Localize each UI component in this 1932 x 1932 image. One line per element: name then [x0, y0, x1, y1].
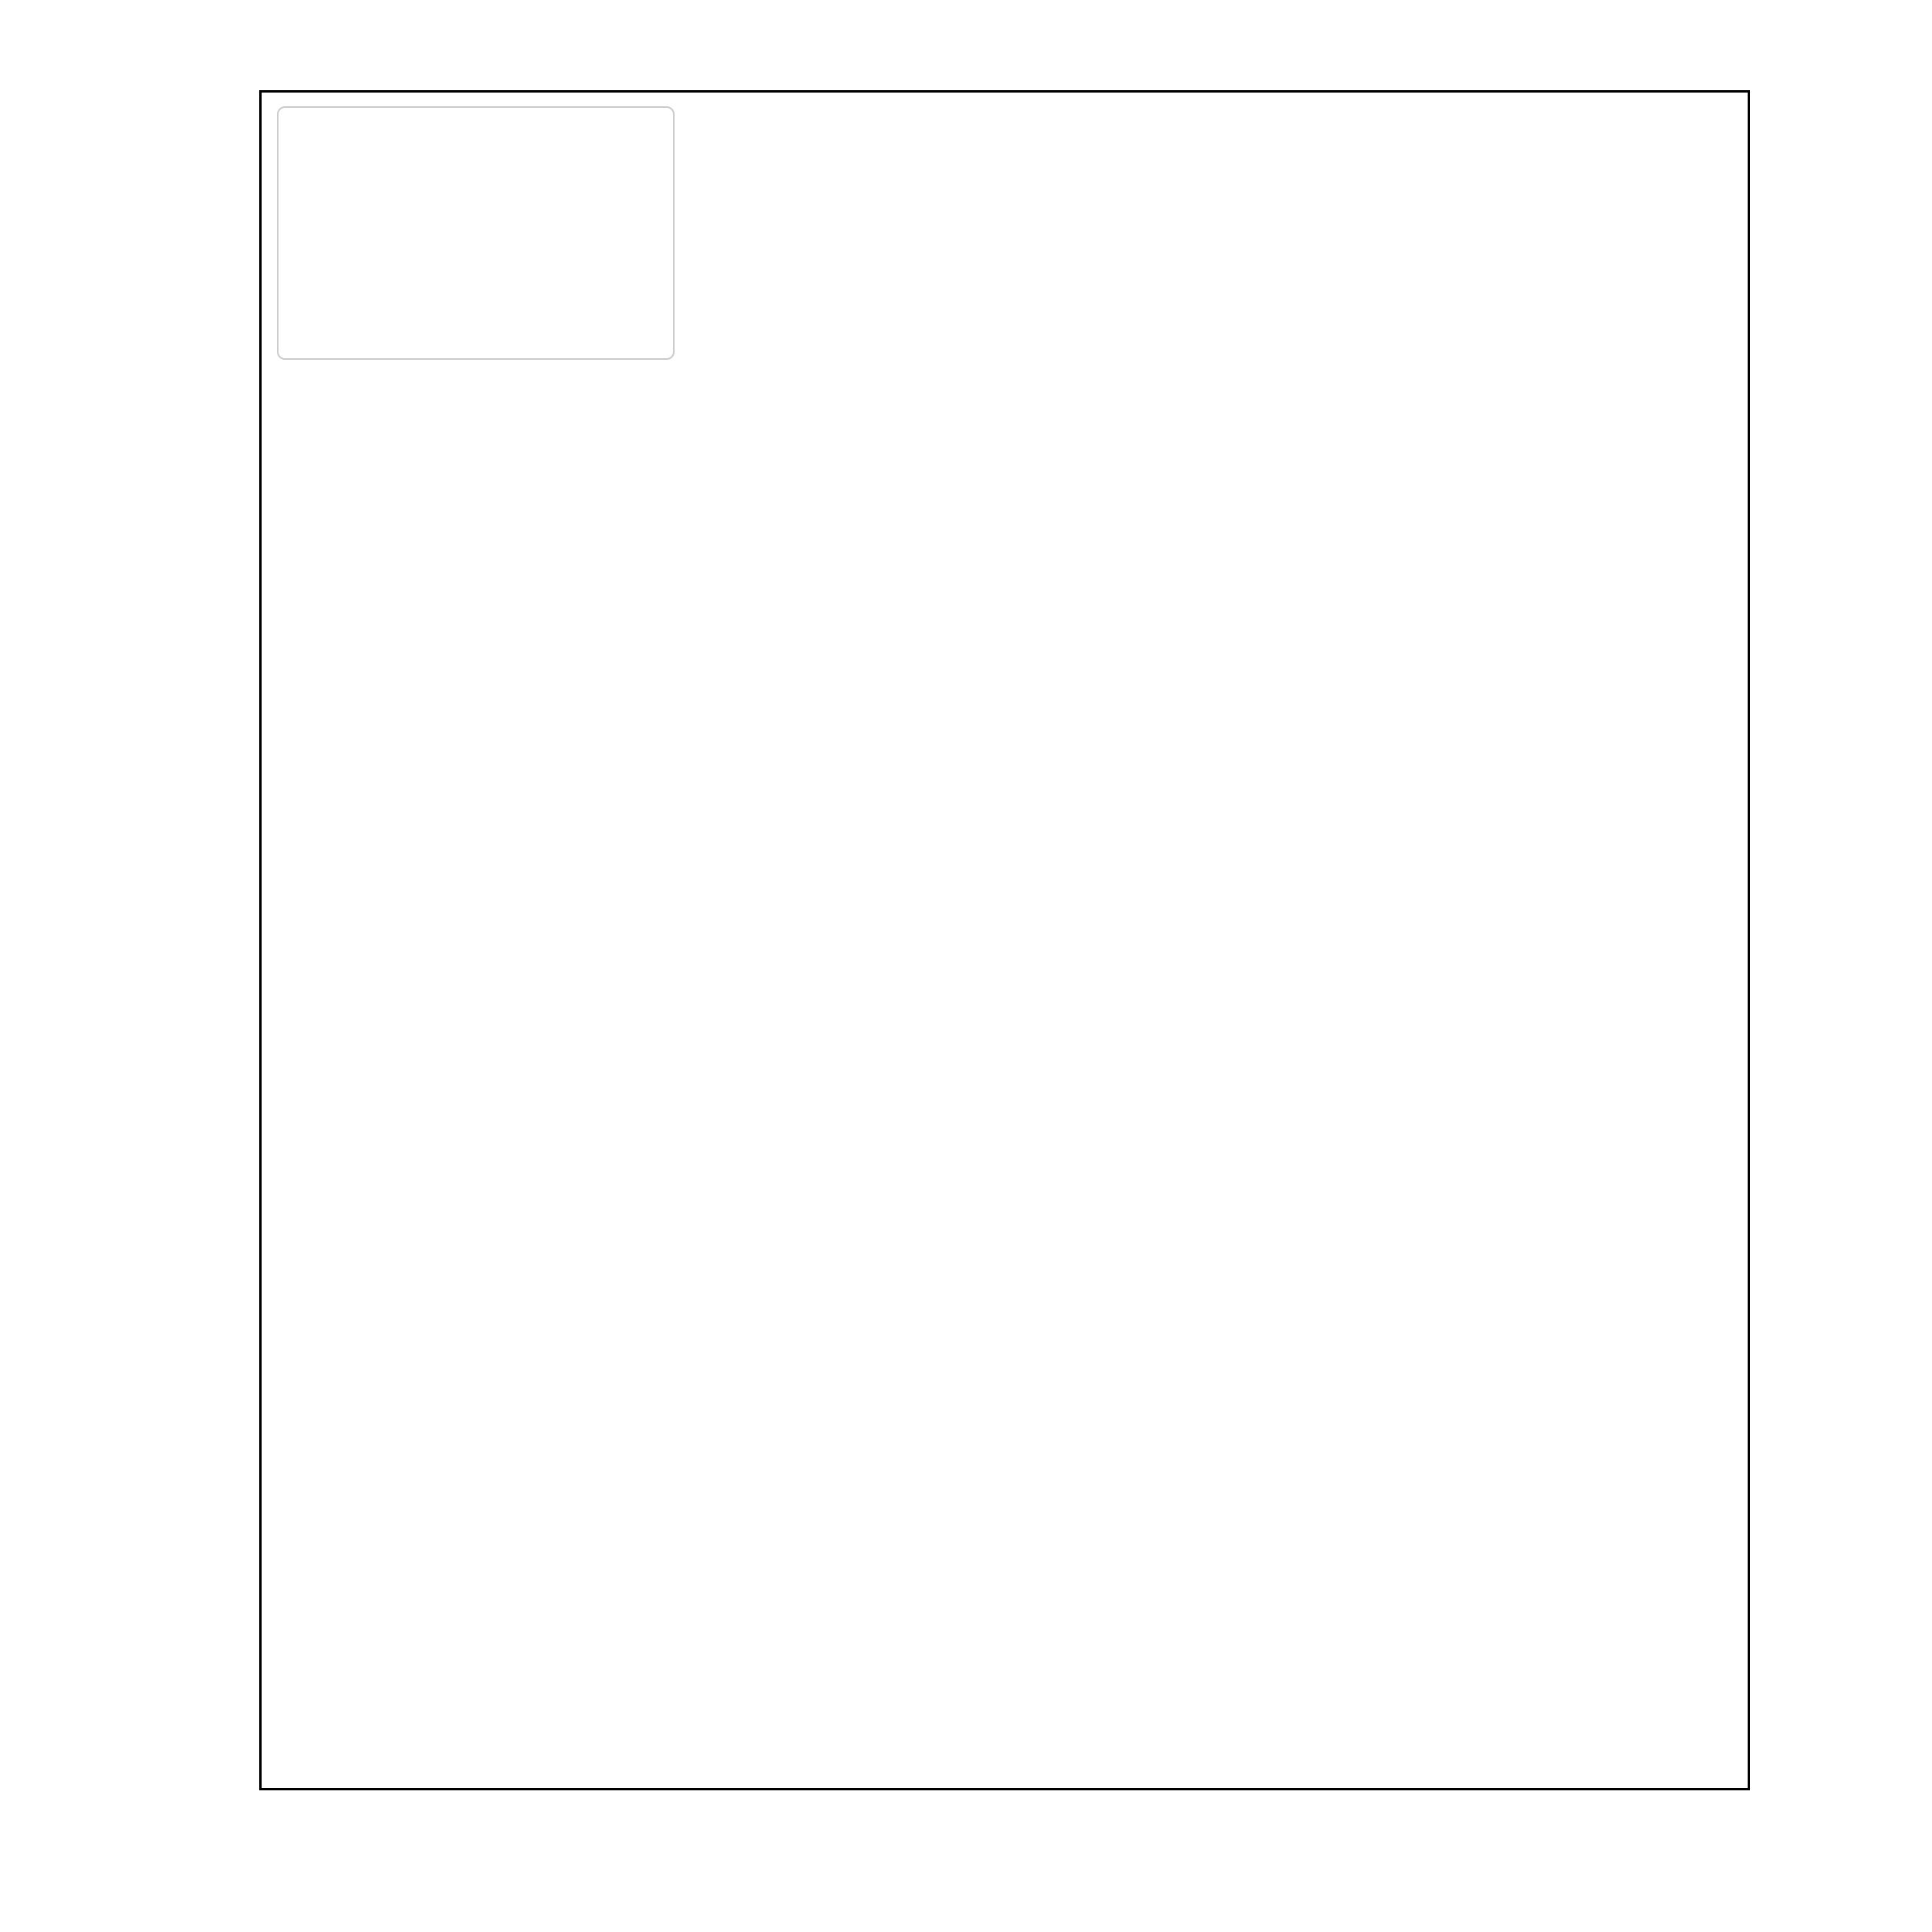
- legend-box: [277, 106, 675, 360]
- plot-area: [259, 90, 1750, 1790]
